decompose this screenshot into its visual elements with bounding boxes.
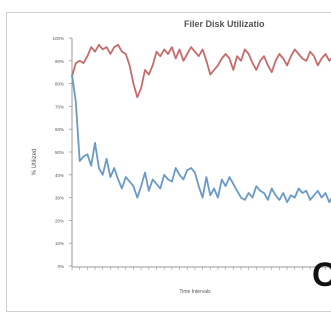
y-tick-label: 0% — [57, 264, 64, 269]
corner-letter: C — [312, 256, 331, 294]
chart-title: Filer Disk Utilizatio — [184, 19, 265, 29]
x-ticks-group — [71, 267, 326, 270]
y-tick-label: 30% — [55, 196, 64, 201]
y-tick-label: 70% — [55, 104, 64, 109]
y-tick-label: 80% — [55, 82, 64, 87]
y-tick-label: 40% — [55, 173, 64, 178]
y-tick-label: 100% — [52, 36, 64, 41]
x-axis-label: Time Intervals — [179, 289, 211, 295]
y-tick-label: 20% — [55, 218, 64, 223]
y-tick-label: 60% — [55, 127, 64, 132]
axes-group — [71, 38, 331, 268]
y-ticks-group: 100% 90% 80% 70% 60% 50% 40% 30% 20% 10% 0% — [52, 36, 72, 269]
series-lines-group — [71, 43, 331, 204]
series-line-2 — [71, 73, 331, 204]
y-axis-label: % Utilized — [32, 149, 38, 176]
y-tick-label: 10% — [55, 241, 64, 246]
series-line-1 — [71, 43, 331, 99]
y-tick-label: 50% — [55, 150, 64, 155]
chart-border — [6, 12, 331, 312]
y-tick-label: 90% — [55, 59, 64, 64]
